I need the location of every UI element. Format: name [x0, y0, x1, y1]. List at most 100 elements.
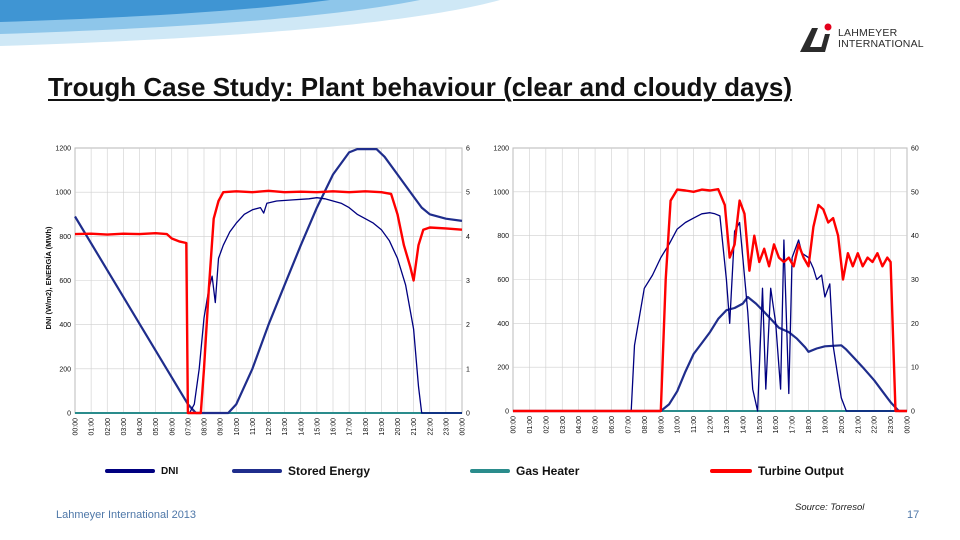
chart-left-x-tick-label: 18:00 — [363, 418, 370, 436]
chart-left-x-tick-label: 01:00 — [89, 418, 96, 436]
legend-item-gas-heater: Gas Heater — [470, 462, 579, 480]
chart-left-x-tick-label: 13:00 — [282, 418, 289, 436]
chart-left-y-tick-label: 1000 — [55, 190, 71, 197]
chart-right-x-tick-label: 04:00 — [576, 416, 583, 434]
chart-left-y-tick-label: 800 — [59, 234, 71, 241]
legend-item-stored-energy: Stored Energy — [232, 462, 370, 480]
chart-right-y-tick-label: 600 — [497, 277, 509, 284]
chart-right-x-tick-label: 08:00 — [642, 416, 649, 434]
chart-left-y2-tick-label: 30 — [466, 278, 470, 285]
chart-right-x-tick-label: 17:00 — [790, 416, 797, 434]
chart-right-y-tick-label: 0 — [505, 409, 509, 416]
chart-left-y2-tick-label: 10 — [466, 366, 470, 373]
chart-right-x-tick-label: 10:00 — [675, 416, 682, 434]
chart-left-x-tick-label: 10:00 — [234, 418, 241, 436]
chart-left-x-tick-label: 08:00 — [202, 418, 209, 436]
chart-right-x-tick-label: 16:00 — [773, 416, 780, 434]
chart-left-x-tick-label: 23:00 — [443, 418, 450, 436]
chart-right-x-tick-label: 11:00 — [691, 416, 698, 433]
chart-right-y2-tick-label: 60 — [911, 146, 919, 153]
legend-item-dni: DNI — [105, 462, 178, 480]
chart-right-y2-tick-label: 40 — [911, 233, 919, 240]
chart-right-x-tick-label: 02:00 — [543, 416, 550, 434]
chart-right-x-tick-label: 12:00 — [708, 416, 715, 434]
chart-right-x-tick-label: 06:00 — [609, 416, 616, 434]
legend-label-turbine-output: Turbine Output — [758, 464, 844, 478]
chart-left-x-tick-label: 20:00 — [395, 418, 402, 436]
chart-left-y-tick-label: 0 — [67, 411, 71, 418]
chart-right-y2-tick-label: 30 — [911, 277, 919, 284]
chart-left-y-tick-label: 400 — [59, 322, 71, 329]
chart-left-x-tick-label: 16:00 — [331, 418, 338, 436]
chart-right-x-tick-label: 23:00 — [888, 416, 895, 434]
page-number: 17 — [907, 509, 920, 521]
legend-swatch-stored-energy — [232, 469, 282, 473]
chart-right-x-tick-label: 00:00 — [905, 416, 912, 434]
chart-left-x-tick-label: 22:00 — [427, 418, 434, 436]
footer-company: Lahmeyer International 2013 — [56, 509, 197, 521]
chart-right-x-tick-label: 21:00 — [855, 416, 862, 434]
chart-left-y2-tick-label: 0 — [466, 411, 470, 418]
legend-label-dni: DNI — [161, 465, 179, 477]
chart-right-x-tick-label: 22:00 — [872, 416, 879, 434]
legend-swatch-dni — [105, 469, 155, 473]
chart-left-x-tick-label: 00:00 — [460, 418, 467, 436]
legend-swatch-turbine-output — [710, 469, 752, 473]
chart-left-x-tick-label: 19:00 — [379, 418, 386, 436]
chart-left-x-tick-label: 06:00 — [169, 418, 176, 436]
chart-left-x-tick-label: 17:00 — [347, 418, 354, 436]
chart-right-y2-tick-label: 0 — [911, 409, 915, 416]
chart-right-x-tick-label: 13:00 — [724, 416, 731, 434]
chart-left-series-stored — [74, 148, 463, 415]
chart-right-y2-tick-label: 10 — [911, 365, 919, 372]
chart-right-x-tick-label: 18:00 — [806, 416, 813, 434]
lahmeyer-logo-icon — [800, 23, 832, 52]
chart-right-x-tick-label: 01:00 — [527, 416, 534, 434]
chart-left-x-tick-label: 09:00 — [218, 418, 225, 436]
chart-right-y-tick-label: 400 — [497, 321, 509, 328]
chart-left-x-tick-label: 05:00 — [153, 418, 160, 436]
chart-right-x-tick-label: 05:00 — [593, 416, 600, 434]
chart-right-y-tick-label: 1200 — [493, 146, 509, 153]
chart-right-x-tick-label: 15:00 — [757, 416, 764, 434]
chart-left-y2-tick-label: 60 — [466, 146, 470, 153]
chart-left-y-tick-label: 200 — [59, 366, 71, 373]
chart-left-y-tick-label: 1200 — [55, 146, 71, 153]
chart-left-x-tick-label: 15:00 — [314, 418, 321, 436]
chart-left-series-dni — [188, 197, 462, 414]
chart-right-y2-tick-label: 20 — [911, 321, 919, 328]
chart-left-series-turbine — [74, 189, 463, 415]
chart-right-series-turbine — [513, 188, 907, 413]
chart-right-x-tick-label: 03:00 — [560, 416, 567, 434]
header-swoosh — [0, 0, 500, 46]
chart-right-series-stored — [513, 295, 907, 413]
chart-right-x-tick-label: 00:00 — [511, 416, 518, 434]
chart-left-x-tick-label: 04:00 — [137, 418, 144, 436]
chart-right-x-tick-label: 07:00 — [625, 416, 632, 434]
chart-legend: DNI Stored Energy Gas Heater Turbine Out… — [0, 462, 960, 486]
chart-left-x-tick-label: 00:00 — [73, 418, 80, 436]
chart-right-y-tick-label: 200 — [497, 365, 509, 372]
chart-clear-day: DNI (W/m2), ENERGÍA (MWh) 00:00 01:00 02:0… — [44, 146, 470, 436]
legend-label-gas-heater: Gas Heater — [516, 464, 580, 478]
chart-right-x-tick-label: 09:00 — [658, 416, 665, 434]
chart-right-y-tick-label: 1000 — [493, 189, 509, 196]
chart-left-y-tick-label: 600 — [59, 278, 71, 285]
chart-left-x-tick-label: 07:00 — [185, 418, 192, 436]
chart-left-x-tick-label: 14:00 — [298, 418, 305, 436]
chart-right-x-tick-label: 19:00 — [822, 416, 829, 434]
chart-left-x-tick-label: 03:00 — [121, 418, 128, 436]
chart-left-y2-tick-label: 20 — [466, 322, 470, 329]
chart-right-series-dni — [513, 212, 907, 412]
logo-text: LAHMEYER INTERNATIONAL — [838, 27, 924, 50]
chart-cloudy-day: POTENCIA (MW) 00:0001:0002:0003:0004:000… — [493, 146, 919, 434]
chart-left-x-tick-label: 02:00 — [105, 418, 112, 436]
company-logo: LAHMEYER INTERNATIONAL — [798, 22, 928, 56]
chart-left-y-axis-label: DNI (W/m2), ENERGÍA (MWh) — [44, 226, 53, 330]
chart-right-x-tick-label: 14:00 — [740, 416, 747, 434]
chart-left-x-tick-label: 11:00 — [250, 418, 257, 435]
chart-left-y2-tick-label: 50 — [466, 190, 470, 197]
chart-left-y2-tick-label: 40 — [466, 234, 470, 241]
chart-right-x-tick-label: 20:00 — [839, 416, 846, 434]
chart-right-y-tick-label: 800 — [497, 233, 509, 240]
